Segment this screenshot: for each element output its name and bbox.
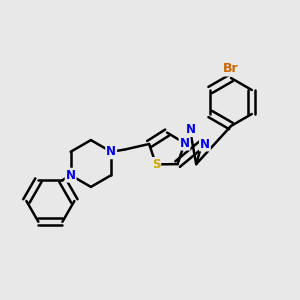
Text: S: S — [152, 158, 160, 171]
Text: N: N — [200, 137, 210, 151]
Text: N: N — [106, 145, 116, 158]
Text: N: N — [179, 136, 190, 150]
Text: N: N — [66, 169, 76, 182]
Text: Br: Br — [223, 62, 239, 76]
Text: N: N — [185, 123, 196, 136]
